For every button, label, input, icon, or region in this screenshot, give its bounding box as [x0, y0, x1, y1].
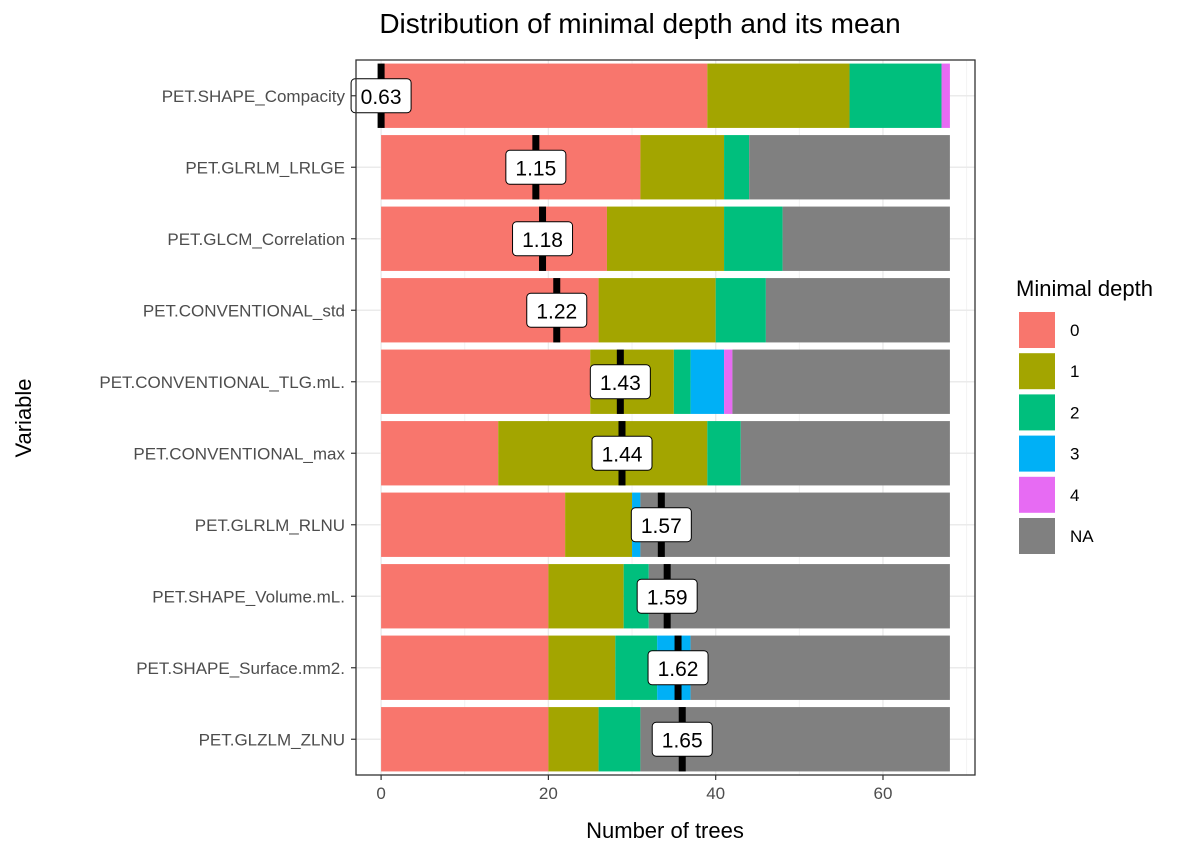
legend-label: 4	[1070, 486, 1079, 505]
bar-segment	[381, 492, 566, 557]
bar-segment	[732, 349, 950, 414]
x-tick-label: 40	[706, 784, 725, 803]
bar-segment	[690, 349, 725, 414]
mean-label-box	[526, 292, 588, 328]
y-axis-title: Variable	[11, 378, 36, 457]
x-tick-label: 20	[539, 784, 558, 803]
bar-segment	[707, 421, 741, 486]
bar-segment	[381, 63, 708, 128]
bar-segment	[765, 278, 950, 343]
mean-label-box	[651, 721, 713, 757]
legend-key	[1019, 476, 1055, 513]
bar-segment	[941, 63, 950, 128]
mean-label: 1.57	[641, 515, 682, 538]
legend-label: 3	[1070, 445, 1079, 464]
bar-segment	[640, 135, 725, 200]
mean-label-box	[636, 578, 698, 614]
mean-label-box	[512, 221, 574, 257]
y-tick-label: PET.CONVENTIONAL_TLG.mL.	[99, 373, 345, 392]
legend-key	[1019, 435, 1055, 472]
bar-segment	[606, 206, 725, 271]
mean-label: 1.43	[600, 372, 641, 395]
bar-segment	[548, 564, 624, 629]
mean-label-box	[591, 435, 653, 471]
bar-segment	[782, 206, 950, 271]
bar-segment	[640, 492, 950, 557]
y-tick-label: PET.CONVENTIONAL_max	[133, 444, 345, 463]
bar-segment	[648, 564, 950, 629]
bar-segment	[381, 635, 549, 700]
plot-panel: 0.63 1.15 1.18 1.22 1.43 1.44 1.57 1.59 1.62 1.65…	[99, 59, 976, 803]
mean-label: 1.59	[647, 586, 688, 609]
legend-label: 0	[1070, 321, 1079, 340]
mean-label-box	[647, 650, 709, 686]
mean-label-box	[630, 507, 692, 543]
mean-label: 1.44	[602, 443, 643, 466]
y-tick-label: PET.SHAPE_Compacity	[162, 87, 346, 106]
bar-segment	[724, 135, 750, 200]
bar-segment	[598, 278, 716, 343]
y-tick-label: PET.GLZLM_ZLNU	[199, 730, 345, 749]
legend-key	[1019, 394, 1055, 431]
bar-segment	[548, 707, 599, 772]
bar-segment	[381, 707, 549, 772]
bar-segment	[715, 278, 766, 343]
x-axis-title: Number of trees	[586, 818, 744, 843]
bar-segment	[381, 421, 499, 486]
mean-label: 0.63	[361, 86, 402, 109]
mean-label: 1.22	[536, 300, 577, 323]
bar-segment	[724, 206, 783, 271]
bar-segment	[548, 635, 616, 700]
y-tick-label: PET.CONVENTIONAL_std	[143, 301, 345, 320]
x-tick-label: 0	[376, 784, 385, 803]
legend-label: 2	[1070, 403, 1079, 422]
mean-label: 1.15	[515, 157, 556, 180]
bar-segment	[673, 349, 691, 414]
legend-key	[1019, 312, 1055, 348]
legend-title: Minimal depth	[1016, 276, 1153, 301]
bar-segment	[690, 635, 950, 700]
legend-key	[1019, 518, 1055, 554]
bar-segment	[849, 63, 942, 128]
x-tick-label: 60	[874, 784, 893, 803]
bar-segment	[381, 349, 591, 414]
legend: Minimal depth 0 1 2 3 4 NA	[1016, 276, 1153, 554]
bar-segment	[724, 349, 733, 414]
panel-border	[355, 59, 976, 776]
y-tick-label: PET.GLRLM_RLNU	[195, 516, 345, 535]
y-tick-label: PET.GLCM_Correlation	[167, 230, 345, 249]
mean-label: 1.65	[662, 729, 703, 752]
bar-segment	[381, 206, 607, 271]
mean-label: 1.62	[658, 658, 699, 681]
y-tick-label: PET.GLRLM_LRLGE	[185, 158, 345, 177]
bar-segment	[707, 63, 850, 128]
y-tick-label: PET.SHAPE_Surface.mm2.	[136, 659, 345, 678]
mean-label: 1.18	[522, 229, 563, 252]
legend-label: NA	[1070, 527, 1094, 546]
mean-label-box	[589, 364, 651, 400]
legend-label: 1	[1070, 362, 1079, 381]
bar-segment	[381, 564, 549, 629]
legend-key	[1019, 353, 1055, 390]
y-tick-label: PET.SHAPE_Volume.mL.	[152, 587, 345, 606]
mean-label-box	[505, 149, 567, 185]
bar-segment	[565, 492, 633, 557]
bar-segment	[740, 421, 950, 486]
bar-segment	[749, 135, 950, 200]
chart-title: Distribution of minimal depth and its me…	[379, 8, 900, 39]
bar-segment	[598, 707, 641, 772]
